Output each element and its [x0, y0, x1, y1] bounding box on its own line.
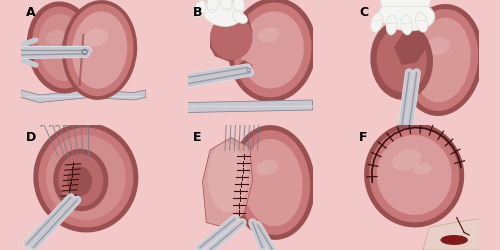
Ellipse shape: [242, 139, 302, 226]
Ellipse shape: [235, 130, 310, 235]
Ellipse shape: [202, 0, 242, 26]
Text: E: E: [192, 131, 201, 144]
Ellipse shape: [194, 0, 206, 17]
Ellipse shape: [440, 235, 468, 245]
Ellipse shape: [364, 122, 464, 228]
Polygon shape: [231, 60, 252, 80]
Polygon shape: [21, 90, 146, 102]
Ellipse shape: [228, 0, 316, 102]
Ellipse shape: [370, 20, 433, 100]
Ellipse shape: [72, 11, 127, 89]
Ellipse shape: [46, 135, 126, 220]
Text: C: C: [359, 6, 368, 19]
Ellipse shape: [241, 12, 304, 88]
Text: A: A: [26, 6, 36, 19]
Ellipse shape: [62, 0, 137, 100]
Ellipse shape: [256, 160, 278, 175]
Ellipse shape: [386, 15, 398, 35]
Polygon shape: [188, 100, 312, 112]
Ellipse shape: [414, 162, 432, 175]
Ellipse shape: [230, 125, 315, 240]
Ellipse shape: [442, 236, 461, 242]
Polygon shape: [202, 138, 252, 228]
Ellipse shape: [38, 14, 86, 81]
Ellipse shape: [220, 0, 232, 11]
Text: B: B: [192, 6, 202, 19]
Ellipse shape: [232, 12, 248, 24]
Ellipse shape: [376, 135, 452, 215]
Text: D: D: [26, 131, 36, 144]
Ellipse shape: [65, 153, 92, 172]
Polygon shape: [394, 28, 426, 65]
Ellipse shape: [401, 15, 412, 35]
Ellipse shape: [46, 30, 66, 45]
Ellipse shape: [369, 128, 459, 222]
Ellipse shape: [247, 68, 250, 71]
Ellipse shape: [376, 28, 426, 92]
Polygon shape: [210, 15, 252, 62]
Ellipse shape: [392, 149, 421, 171]
Ellipse shape: [234, 3, 312, 97]
Text: F: F: [359, 131, 368, 144]
Ellipse shape: [34, 122, 138, 232]
Ellipse shape: [370, 13, 382, 32]
Ellipse shape: [84, 28, 108, 46]
Ellipse shape: [400, 4, 483, 116]
Ellipse shape: [207, 0, 218, 12]
Ellipse shape: [66, 4, 134, 96]
Ellipse shape: [208, 142, 248, 212]
Ellipse shape: [416, 13, 428, 32]
Polygon shape: [379, 0, 432, 6]
Ellipse shape: [38, 128, 134, 228]
Ellipse shape: [412, 18, 470, 102]
Ellipse shape: [32, 6, 92, 88]
Ellipse shape: [54, 149, 108, 211]
Ellipse shape: [67, 166, 92, 196]
Ellipse shape: [27, 2, 98, 94]
Ellipse shape: [233, 0, 244, 14]
Ellipse shape: [405, 9, 478, 111]
Ellipse shape: [210, 15, 252, 60]
Ellipse shape: [258, 27, 280, 43]
Ellipse shape: [82, 50, 87, 54]
Ellipse shape: [378, 0, 434, 31]
Ellipse shape: [58, 154, 104, 206]
Ellipse shape: [426, 37, 450, 55]
Polygon shape: [423, 219, 479, 250]
